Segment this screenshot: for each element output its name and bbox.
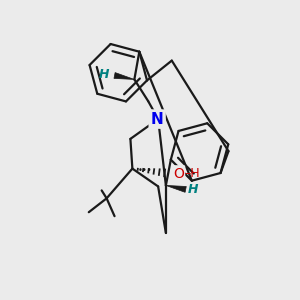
Text: O: O — [173, 167, 184, 181]
Text: H: H — [188, 183, 198, 196]
Text: H: H — [99, 68, 110, 81]
Text: •••: ••• — [137, 166, 152, 175]
Polygon shape — [114, 73, 134, 80]
Text: –H: –H — [184, 167, 200, 180]
Polygon shape — [166, 185, 186, 192]
Text: N: N — [151, 112, 164, 127]
